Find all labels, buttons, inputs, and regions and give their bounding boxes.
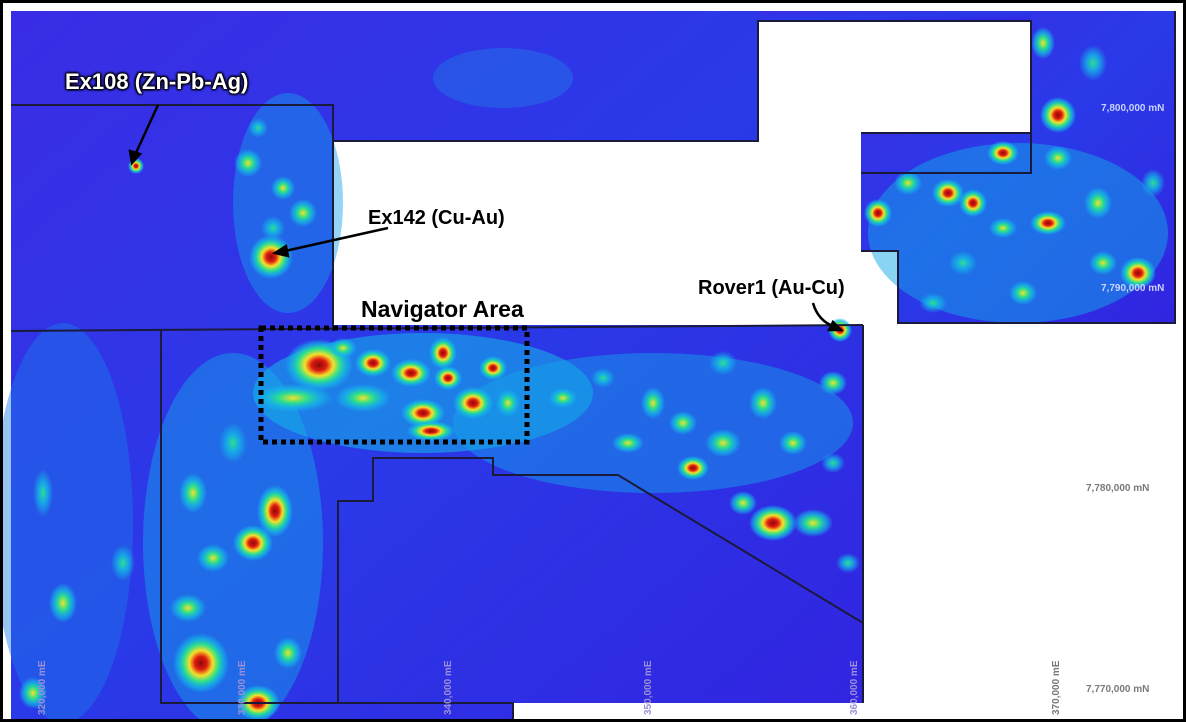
magnetic-anomaly-map [3,11,1176,719]
label-ex108: Ex108 (Zn-Pb-Ag) [65,69,249,94]
northing-label-1: 7,800,000 mN [1101,103,1165,114]
label-ex142: Ex142 (Cu-Au) [368,207,505,229]
easting-label-2: 330,000 mE [237,660,248,716]
easting-label-5: 360,000 mE [849,660,860,716]
northing-label-3: 7,780,000 mN [1086,483,1150,494]
easting-label-1: 320,000 mE [37,660,48,716]
label-rover1: Rover1 (Au-Cu) [698,277,845,299]
northing-label-4: 7,770,000 mN [1086,684,1150,695]
anomalies [19,27,1165,719]
label-navigator-area: Navigator Area [361,296,524,322]
easting-label-4: 350,000 mE [643,660,654,716]
callout-arrows [128,104,845,332]
navigator-area-box [258,325,530,445]
easting-label-3: 340,000 mE [443,660,454,716]
easting-label-6: 370,000 mE [1051,660,1062,716]
northing-label-2: 7,790,000 mN [1101,283,1165,294]
